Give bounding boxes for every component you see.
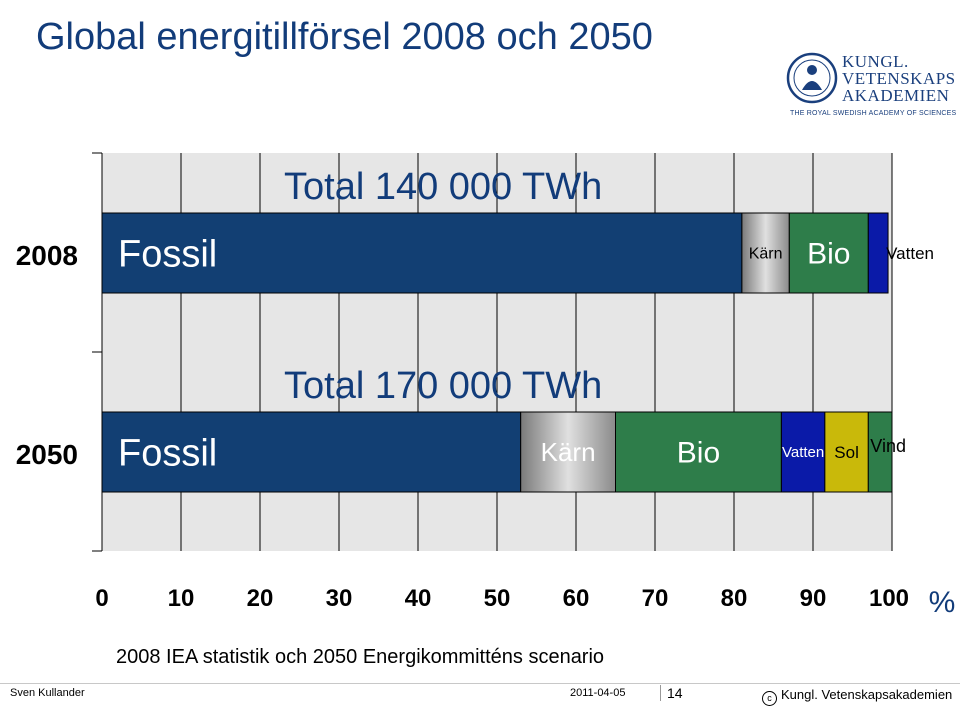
energy-supply-chart: 2008 Fossil Kärn Bio Vatten Total 140 000 TWh… — [16, 152, 956, 619]
x-tick-label: 50 — [484, 585, 511, 612]
slide-title: Global energitillförsel 2008 och 2050 — [36, 16, 653, 58]
logo-text-line1: KUNGL. — [842, 52, 909, 71]
logo-text-line3: AKADEMIEN — [842, 86, 950, 105]
category-label-2050: 2050 — [16, 439, 78, 470]
logo-subtitle: THE ROYAL SWEDISH ACADEMY OF SCIENCES — [790, 110, 957, 117]
x-tick-label: 90 — [800, 585, 827, 612]
total-label-2050: Total 170 000 TWh — [284, 365, 602, 407]
segment-label-sol-2050: Sol — [834, 443, 859, 462]
total-label-2008: Total 140 000 TWh — [284, 166, 602, 208]
footer-date: 2011-04-05 — [570, 687, 626, 699]
x-tick-label: 80 — [721, 585, 748, 612]
category-label-2008: 2008 — [16, 240, 78, 271]
academy-logo: KUNGL. VETENSKAPS AKADEMIEN THE ROYAL SW… — [786, 50, 956, 122]
segment-label-kärn-2050: Kärn — [541, 437, 596, 467]
footer-divider — [0, 683, 960, 684]
segment-label-fossil-2050: Fossil — [118, 432, 217, 474]
x-tick-label: 30 — [326, 585, 353, 612]
copyright-text: Kungl. Vetenskapsakademien — [781, 687, 953, 702]
segment-label-fossil-2008: Fossil — [118, 233, 217, 275]
bar-segment-sol-2050 — [824, 411, 869, 493]
x-tick-label: 0 — [95, 585, 108, 612]
x-tick-label: 10 — [168, 585, 195, 612]
bar-segment-fossil-2050 — [101, 411, 522, 493]
x-axis-unit: % — [929, 586, 956, 619]
segment-label-vind-2050: Vind — [870, 436, 906, 456]
bar-segment-kärn-2008 — [741, 212, 790, 294]
bar-segment-vatten-2050 — [780, 411, 826, 493]
copyright-icon: c — [762, 691, 777, 706]
bar-segment-bio-2008 — [788, 212, 869, 294]
logo-text-line2: VETENSKAPS — [842, 69, 956, 88]
bar-segment-vind-2050 — [867, 411, 893, 493]
x-tick-label: 40 — [405, 585, 432, 612]
bar-segment-vatten-2008 — [867, 212, 889, 294]
bar-segment-kärn-2050 — [520, 411, 617, 493]
x-tick-label: 100 — [869, 585, 909, 612]
segment-label-bio-2050: Bio — [677, 437, 720, 470]
segment-label-bio-2008: Bio — [807, 238, 850, 271]
segment-label-vatten-2050: Vatten — [782, 444, 824, 461]
academy-seal-icon — [786, 52, 838, 104]
bar-segment-fossil-2008 — [101, 212, 743, 294]
chart-caption: 2008 IEA statistik och 2050 Energikommit… — [116, 646, 605, 668]
segment-label-vatten-2008: Vatten — [886, 244, 934, 263]
footer-author: Sven Kullander — [10, 687, 85, 699]
x-tick-label: 20 — [247, 585, 274, 612]
x-tick-label: 60 — [563, 585, 590, 612]
page-number: 14 — [660, 685, 683, 701]
footer-copyright: c Kungl. Vetenskapsakademien — [762, 687, 952, 706]
segment-label-kärn-2008: Kärn — [749, 246, 783, 263]
x-tick-label: 70 — [642, 585, 669, 612]
